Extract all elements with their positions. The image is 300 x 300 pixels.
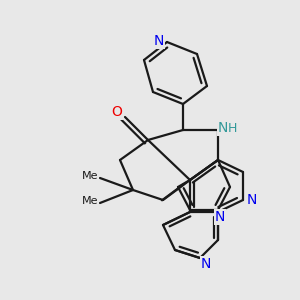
- Text: N: N: [215, 210, 225, 224]
- Text: N: N: [247, 193, 257, 207]
- Text: Me: Me: [82, 171, 98, 181]
- Text: N: N: [218, 121, 228, 135]
- Text: Me: Me: [82, 196, 98, 206]
- Text: O: O: [112, 105, 122, 119]
- Text: N: N: [154, 34, 164, 48]
- Text: H: H: [227, 122, 237, 134]
- Text: N: N: [201, 257, 211, 271]
